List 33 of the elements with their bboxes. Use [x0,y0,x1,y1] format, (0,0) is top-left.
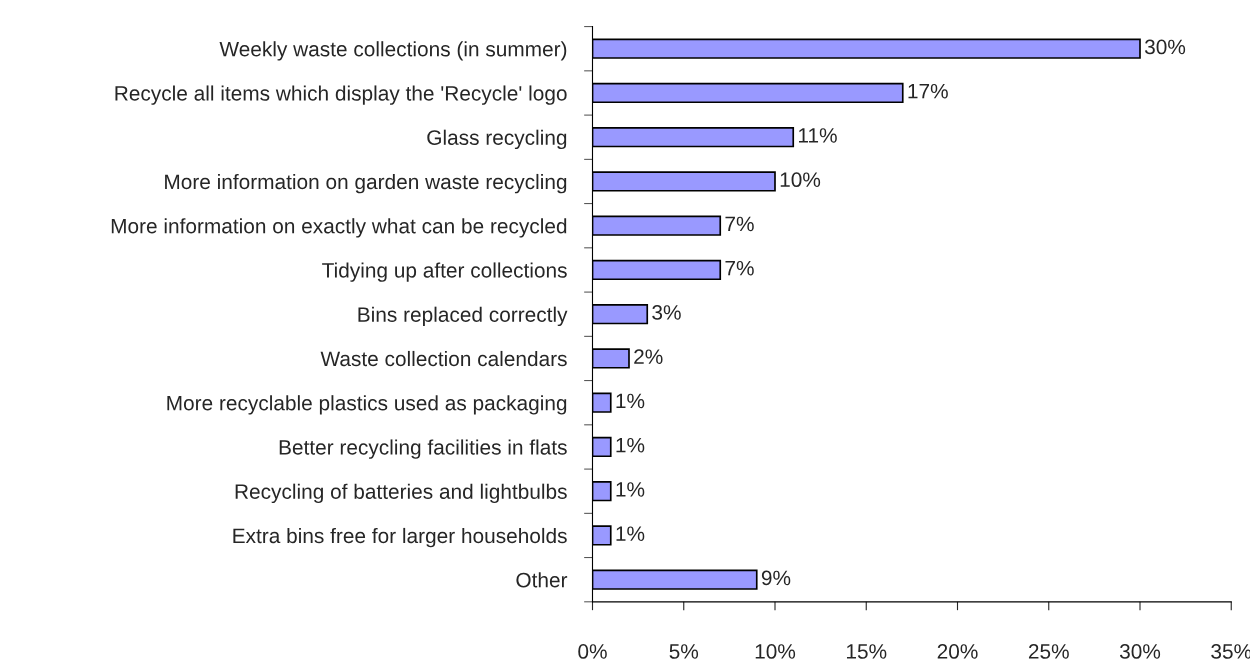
data-label: 17% [908,83,948,99]
data-label: 1% [616,393,645,409]
data-label: 11% [799,128,837,143]
y-tick-label: Recycling of batteries and lightbulbs [235,483,567,504]
x-tick-label: 10% [755,644,796,659]
y-tick-label: Extra bins free for larger households [233,527,567,548]
data-label: 7% [725,216,754,232]
data-label: 3% [652,305,681,320]
data-label: 30% [1144,39,1186,55]
y-tick-label: Glass recycling [427,129,567,150]
x-tick-label: 0% [578,644,607,659]
x-tick-label: 5% [669,644,699,659]
y-tick-label: Weekly waste collections (in summer) [219,41,567,61]
x-tick-label: 15% [846,644,887,659]
y-tick-label: Better recycling facilities in flats [279,439,567,459]
y-tick-label: Recycle all items which display the 'Recycle' logo [115,85,567,105]
y-tick-label: Other [516,572,568,588]
data-label: 1% [616,482,645,497]
data-label: 9% [761,570,791,586]
data-label: 10% [780,172,821,188]
data-label: 2% [634,349,663,364]
x-tick-label: 20% [937,644,978,659]
x-tick-label: 30% [1119,644,1161,659]
y-tick-label: More information on exactly what can be recycled [111,218,567,238]
data-label: 1% [616,526,645,541]
y-tick-label: More recyclable plastics used as packaging [167,395,567,415]
y-tick-label: More information on garden waste recycling [165,173,567,194]
y-tick-label: Tidying up after collections [322,262,567,282]
data-label: 7% [725,260,754,276]
y-tick-label: Bins replaced correctly [358,306,568,327]
x-tick-label: 25% [1028,644,1069,659]
y-tick-label: Waste collection calendars [320,350,567,367]
data-label: 1% [616,437,645,453]
